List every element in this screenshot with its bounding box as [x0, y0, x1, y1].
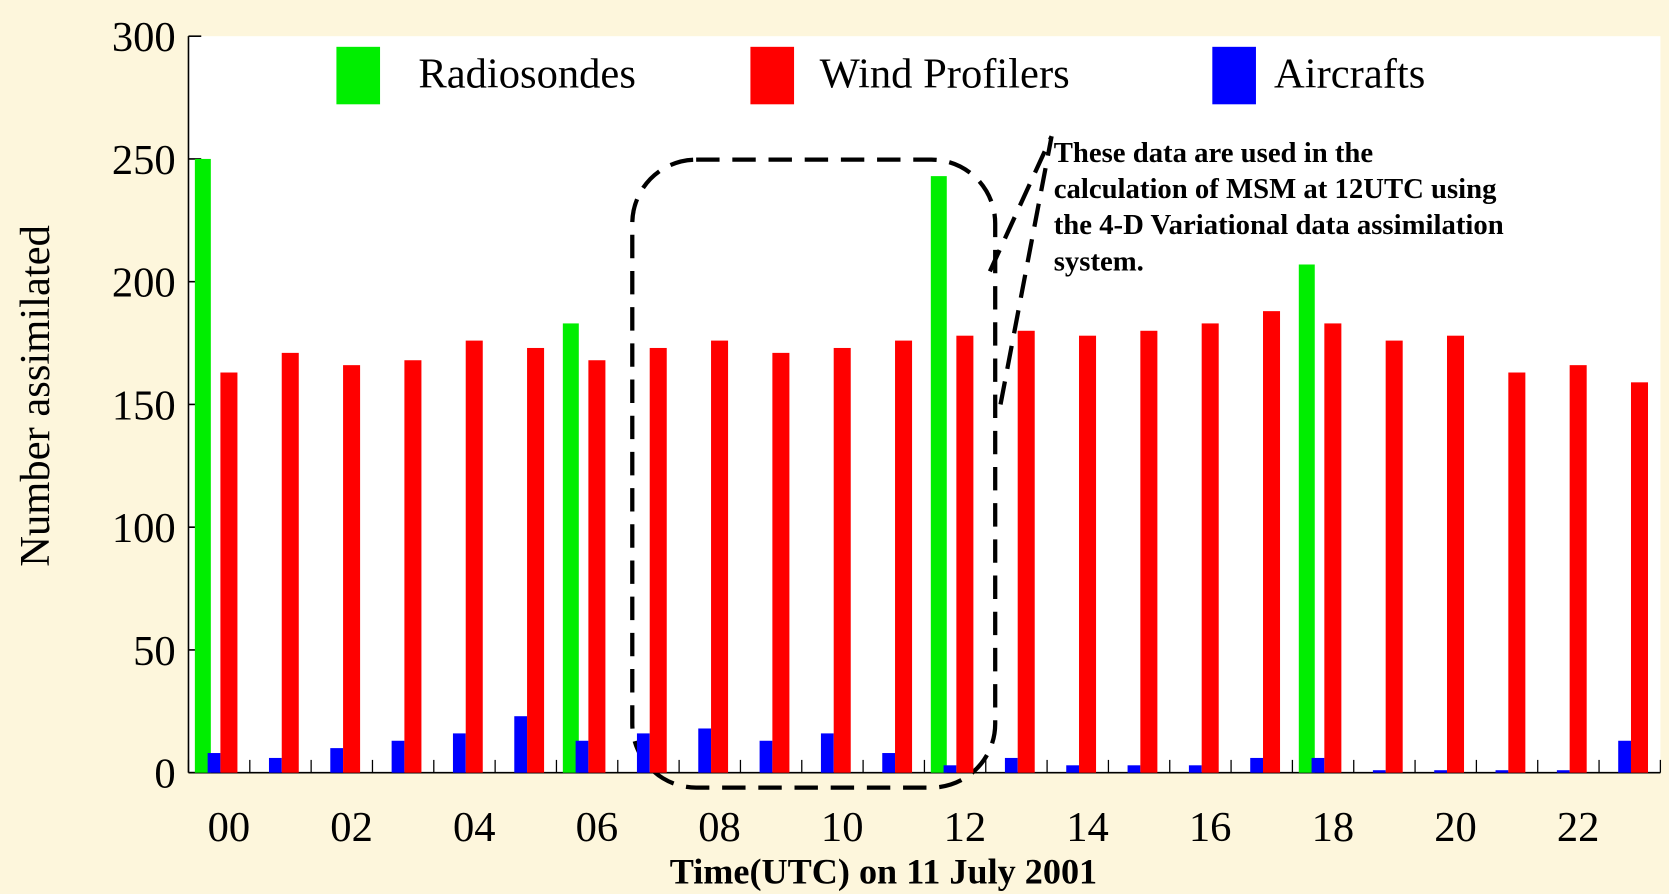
x-tick-label: 12 — [944, 804, 987, 851]
bar — [1508, 372, 1526, 773]
bar — [1618, 740, 1631, 773]
y-axis-label: Number assimilated — [12, 225, 59, 567]
bar — [833, 347, 851, 773]
bar — [268, 757, 282, 773]
bar — [1250, 757, 1264, 773]
bar — [562, 323, 579, 773]
legend-swatch — [750, 46, 795, 105]
legend-label: Radiosondes — [418, 50, 636, 97]
x-tick-label: 16 — [1189, 804, 1232, 851]
annotation: These data are used in the calculation of… — [1054, 137, 1504, 278]
x-axis-label: Time(UTC) on 11 July 2001 — [670, 851, 1097, 891]
bar — [772, 352, 790, 773]
bar — [1079, 335, 1097, 773]
bar — [1434, 770, 1447, 773]
y-tick-label: 50 — [133, 628, 176, 675]
bar — [1372, 770, 1386, 773]
callout-lines — [987, 135, 1054, 405]
bar — [514, 716, 528, 773]
x-tick-label: 08 — [698, 804, 741, 851]
bar — [759, 740, 773, 773]
y-tick-label: 300 — [112, 14, 176, 61]
bar — [1017, 330, 1035, 773]
bar — [1495, 770, 1509, 773]
annotation-line: calculation of MSM at 12UTC using — [1054, 173, 1497, 205]
bar — [465, 340, 483, 773]
bar — [391, 740, 405, 773]
bar — [220, 372, 238, 773]
legend-swatch — [1212, 46, 1256, 105]
bar — [575, 740, 589, 773]
y-tick-label: 100 — [112, 505, 176, 552]
bar — [943, 765, 957, 773]
bar — [404, 360, 422, 773]
bar — [1298, 264, 1315, 773]
bar — [1127, 765, 1141, 773]
bar — [1201, 323, 1219, 773]
bar — [194, 158, 211, 773]
x-tick-label: 14 — [1066, 804, 1109, 851]
bar — [1556, 770, 1570, 773]
bar — [649, 347, 667, 773]
x-tick-label: 18 — [1312, 804, 1355, 851]
bar — [527, 347, 545, 773]
bar — [1385, 340, 1403, 773]
bar — [711, 340, 729, 773]
x-tick-label: 06 — [576, 804, 619, 851]
bar — [895, 340, 913, 773]
bar — [1446, 335, 1465, 773]
bar — [930, 176, 947, 773]
bar — [1324, 323, 1342, 773]
x-tick-label: 22 — [1557, 804, 1600, 851]
bar — [1630, 382, 1649, 773]
y-tick-label: 250 — [112, 137, 176, 184]
highlight-box — [630, 157, 998, 790]
y-tick-label: 200 — [112, 260, 176, 307]
x-tick-label: 02 — [330, 804, 373, 851]
bar — [343, 365, 361, 773]
legend-swatch — [336, 46, 381, 105]
bar — [956, 335, 974, 773]
bar — [452, 733, 466, 773]
bar — [1263, 311, 1281, 773]
y-tick-label: 0 — [154, 751, 175, 798]
legend: Radiosondes Wind Profilers Aircrafts — [336, 46, 1425, 105]
annotation-line: These data are used in the — [1054, 137, 1373, 169]
bar — [636, 733, 650, 773]
bar — [207, 753, 221, 773]
bar — [1569, 365, 1587, 773]
x-tick-label: 20 — [1434, 804, 1477, 851]
legend-label: Wind Profilers — [820, 50, 1070, 97]
annotation-line: system. — [1054, 245, 1144, 277]
bar — [882, 753, 896, 773]
bar — [1140, 330, 1158, 773]
bar — [330, 748, 344, 773]
x-tick-label: 00 — [208, 804, 251, 851]
x-tick-label: 10 — [821, 804, 864, 851]
bar — [820, 733, 834, 773]
annotation-line: the 4-D Variational data assimilation — [1054, 209, 1504, 241]
bar — [1311, 757, 1325, 773]
legend-label: Aircrafts — [1274, 50, 1425, 97]
bar — [1004, 757, 1018, 773]
bar — [1066, 765, 1080, 773]
x-tick-label: 04 — [453, 804, 496, 851]
bar — [1188, 765, 1202, 773]
bar — [698, 728, 712, 773]
bar — [281, 352, 299, 773]
bar — [588, 360, 606, 773]
y-tick-label: 150 — [112, 382, 176, 429]
